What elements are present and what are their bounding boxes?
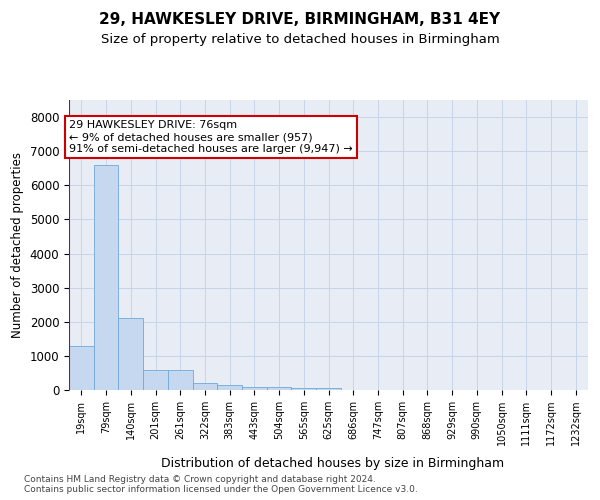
Bar xyxy=(267,387,292,390)
Bar xyxy=(242,386,267,390)
Bar xyxy=(193,383,217,390)
Bar xyxy=(168,370,193,390)
Text: Size of property relative to detached houses in Birmingham: Size of property relative to detached ho… xyxy=(101,33,499,46)
Bar xyxy=(94,165,118,390)
Text: 29, HAWKESLEY DRIVE, BIRMINGHAM, B31 4EY: 29, HAWKESLEY DRIVE, BIRMINGHAM, B31 4EY xyxy=(100,12,500,28)
Bar xyxy=(217,385,242,390)
Text: Contains public sector information licensed under the Open Government Licence v3: Contains public sector information licen… xyxy=(24,485,418,494)
Bar xyxy=(118,318,143,390)
Bar xyxy=(316,388,341,390)
Bar xyxy=(143,370,168,390)
Text: Contains HM Land Registry data © Crown copyright and database right 2024.: Contains HM Land Registry data © Crown c… xyxy=(24,474,376,484)
Text: 29 HAWKESLEY DRIVE: 76sqm
← 9% of detached houses are smaller (957)
91% of semi-: 29 HAWKESLEY DRIVE: 76sqm ← 9% of detach… xyxy=(69,120,353,154)
Y-axis label: Number of detached properties: Number of detached properties xyxy=(11,152,24,338)
Text: Distribution of detached houses by size in Birmingham: Distribution of detached houses by size … xyxy=(161,458,505,470)
Bar xyxy=(292,388,316,390)
Bar xyxy=(69,346,94,390)
